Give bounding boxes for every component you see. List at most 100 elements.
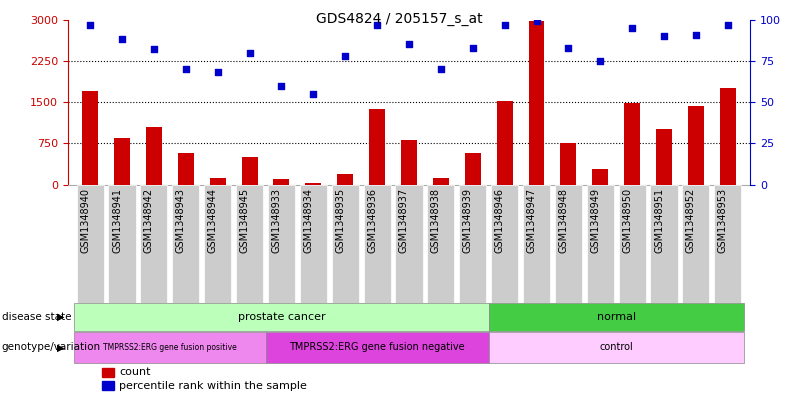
Bar <box>172 185 200 303</box>
Text: GSM1348941: GSM1348941 <box>112 188 122 253</box>
Text: GSM1348946: GSM1348946 <box>495 188 504 253</box>
Text: GSM1348935: GSM1348935 <box>335 188 346 253</box>
Text: GSM1348940: GSM1348940 <box>80 188 90 253</box>
Bar <box>401 140 417 185</box>
Bar <box>114 138 130 185</box>
Point <box>594 58 606 64</box>
Text: count: count <box>119 367 151 377</box>
Point <box>721 22 734 28</box>
Bar <box>102 368 114 377</box>
Point <box>689 31 702 38</box>
Bar <box>720 88 736 185</box>
Text: GSM1348950: GSM1348950 <box>622 188 632 253</box>
Bar <box>338 174 354 185</box>
Bar <box>523 185 550 303</box>
Text: GSM1348938: GSM1348938 <box>431 188 440 253</box>
Text: GSM1348953: GSM1348953 <box>718 188 728 253</box>
Point <box>498 22 511 28</box>
Bar <box>369 109 385 185</box>
Text: GSM1348936: GSM1348936 <box>367 188 377 253</box>
Text: GSM1348949: GSM1348949 <box>591 188 600 253</box>
Point <box>307 91 320 97</box>
Bar <box>459 185 486 303</box>
Bar <box>488 303 744 332</box>
Bar <box>488 332 744 363</box>
Text: GSM1348945: GSM1348945 <box>239 188 250 253</box>
Text: ▶: ▶ <box>57 312 65 322</box>
Point <box>434 66 447 72</box>
Bar <box>364 185 391 303</box>
Text: GSM1348944: GSM1348944 <box>207 188 218 253</box>
Bar <box>688 106 704 185</box>
Point <box>562 44 575 51</box>
Text: GSM1348948: GSM1348948 <box>559 188 568 253</box>
Bar <box>74 332 266 363</box>
Text: prostate cancer: prostate cancer <box>238 312 326 322</box>
Bar <box>618 185 646 303</box>
Bar <box>592 169 608 185</box>
Bar <box>491 185 518 303</box>
Bar <box>464 153 480 185</box>
Bar <box>77 185 104 303</box>
Point <box>275 83 288 89</box>
Bar <box>109 185 136 303</box>
Bar <box>204 185 231 303</box>
Bar <box>427 185 454 303</box>
Bar <box>555 185 582 303</box>
Point <box>339 53 352 59</box>
Bar <box>242 157 258 185</box>
Bar <box>714 185 741 303</box>
Bar <box>178 153 194 185</box>
Text: TMPRSS2:ERG gene fusion negative: TMPRSS2:ERG gene fusion negative <box>290 342 465 353</box>
Bar <box>332 185 359 303</box>
Bar <box>682 185 709 303</box>
Text: GSM1348933: GSM1348933 <box>271 188 282 253</box>
Bar <box>433 178 448 185</box>
Bar <box>396 185 422 303</box>
Bar <box>266 332 488 363</box>
Text: GDS4824 / 205157_s_at: GDS4824 / 205157_s_at <box>316 12 482 26</box>
Point <box>371 22 384 28</box>
Bar <box>300 185 327 303</box>
Text: GSM1348934: GSM1348934 <box>303 188 314 253</box>
Text: control: control <box>599 342 633 353</box>
Point <box>243 50 256 56</box>
Text: percentile rank within the sample: percentile rank within the sample <box>119 381 307 391</box>
Point <box>626 25 638 31</box>
Point <box>116 36 128 42</box>
Point <box>180 66 192 72</box>
Bar <box>624 103 640 185</box>
Bar <box>496 101 512 185</box>
Bar <box>210 178 226 185</box>
Text: normal: normal <box>597 312 636 322</box>
Text: GSM1348939: GSM1348939 <box>463 188 472 253</box>
Bar <box>587 185 614 303</box>
Bar <box>656 129 672 185</box>
Bar <box>74 303 488 332</box>
Text: disease state: disease state <box>2 312 71 322</box>
Point <box>466 44 479 51</box>
Text: GSM1348942: GSM1348942 <box>144 188 154 253</box>
Bar <box>560 143 576 185</box>
Bar <box>102 381 114 390</box>
Point <box>148 46 160 53</box>
Point <box>530 18 543 24</box>
Text: GSM1348951: GSM1348951 <box>654 188 664 253</box>
Point <box>84 22 97 28</box>
Text: ▶: ▶ <box>57 342 65 353</box>
Bar <box>306 183 322 185</box>
Bar <box>274 179 290 185</box>
Bar <box>236 185 263 303</box>
Text: GSM1348943: GSM1348943 <box>176 188 186 253</box>
Text: TMPRSS2:ERG gene fusion positive: TMPRSS2:ERG gene fusion positive <box>103 343 237 352</box>
Text: GSM1348947: GSM1348947 <box>527 188 536 253</box>
Bar <box>82 91 98 185</box>
Point <box>402 41 415 48</box>
Text: genotype/variation: genotype/variation <box>2 342 101 353</box>
Text: GSM1348952: GSM1348952 <box>686 188 696 253</box>
Point <box>211 69 224 75</box>
Bar <box>146 127 162 185</box>
Point <box>658 33 670 39</box>
Text: GSM1348937: GSM1348937 <box>399 188 409 253</box>
Bar <box>528 21 544 185</box>
